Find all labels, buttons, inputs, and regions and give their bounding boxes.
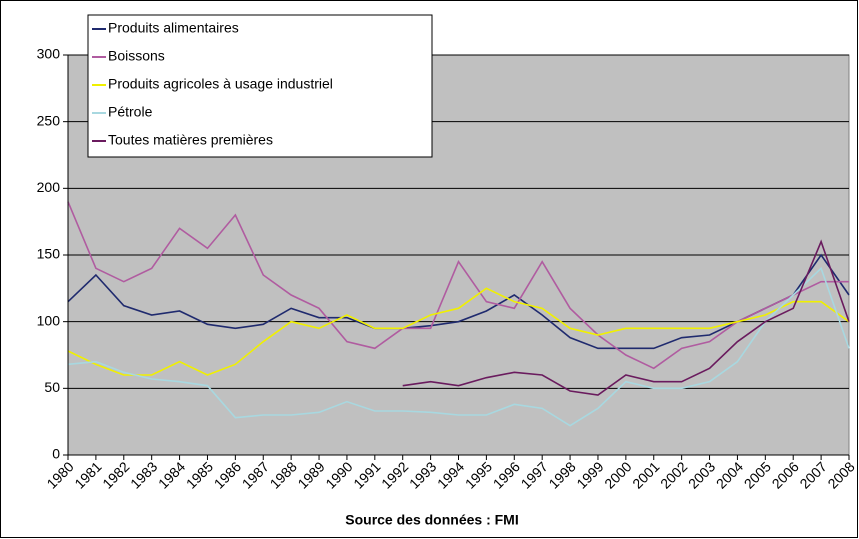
series-line: [67, 201, 849, 370]
legend-label: Produits agricoles à usage industriel: [108, 76, 333, 92]
y-tick-label: 0: [52, 446, 60, 462]
y-tick-label: 250: [37, 112, 61, 128]
y-tick-label: 200: [37, 179, 61, 195]
source: Source des données : FMI: [345, 512, 518, 528]
y-tick-label: 300: [37, 46, 61, 62]
legend-label: Pétrole: [108, 104, 153, 120]
legend-box: [87, 14, 433, 158]
series-line: [67, 266, 850, 427]
y-tick-label: 150: [37, 246, 61, 262]
series-line: [402, 239, 850, 396]
y-tick-label: 100: [37, 312, 61, 328]
y-tick-label: 50: [44, 379, 60, 395]
legend-label: Produits alimentaires: [108, 20, 239, 36]
series-line: [67, 287, 850, 376]
legend-label: Boissons: [108, 48, 165, 64]
series-line: [67, 253, 850, 350]
legend-label: Toutes matières premières: [108, 132, 273, 148]
